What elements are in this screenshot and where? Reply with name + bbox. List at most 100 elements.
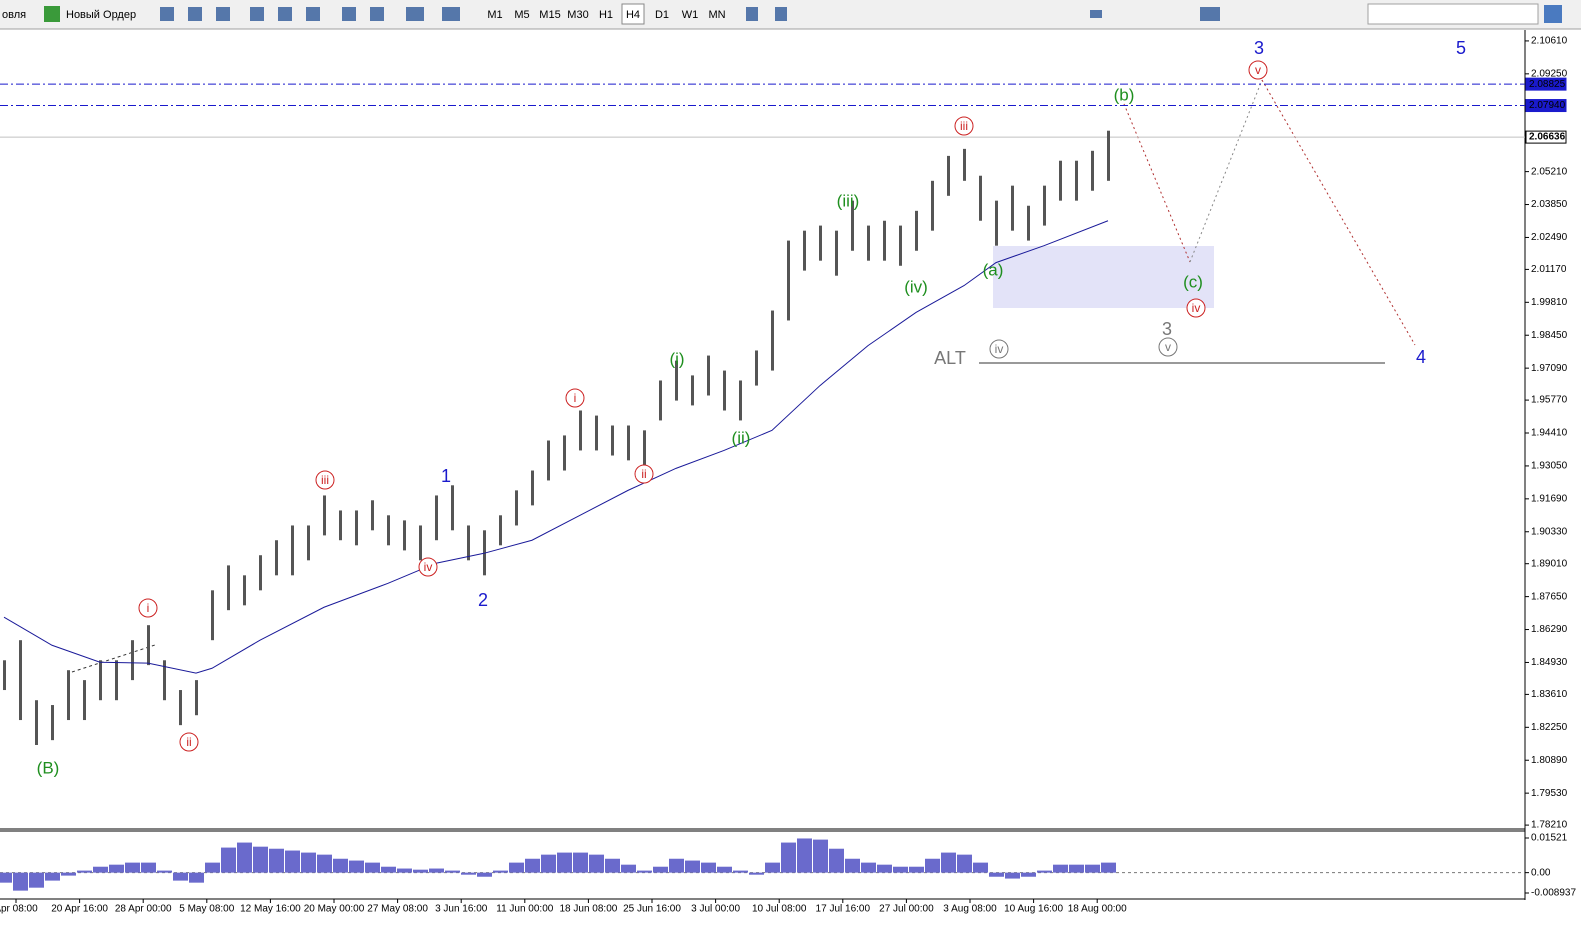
price-bar bbox=[147, 625, 150, 666]
y-tick-label: 1.82250 bbox=[1531, 722, 1568, 733]
wave-circle bbox=[418, 557, 438, 577]
search-box[interactable] bbox=[1367, 3, 1539, 25]
menu-label[interactable]: овля bbox=[2, 9, 26, 21]
histogram-bar bbox=[653, 866, 668, 873]
price-bar bbox=[355, 510, 358, 546]
histogram-bar bbox=[1037, 870, 1052, 873]
icon[interactable] bbox=[775, 7, 787, 21]
icon[interactable] bbox=[306, 7, 320, 21]
wave-label: iii bbox=[960, 119, 968, 133]
histogram-bar bbox=[317, 854, 332, 873]
wave-circle bbox=[315, 470, 335, 490]
price-bar bbox=[19, 640, 22, 721]
y-tick-label: 2.09250 bbox=[1531, 68, 1568, 79]
histogram-bar bbox=[845, 858, 860, 873]
y-tick-label: 1.94410 bbox=[1531, 428, 1568, 439]
tool-icons bbox=[160, 7, 1220, 21]
histogram-bar bbox=[589, 854, 604, 873]
wave-label: 3 bbox=[1254, 38, 1264, 58]
price-bar bbox=[291, 525, 294, 576]
timeframe-button[interactable]: H4 bbox=[626, 9, 640, 21]
wave-label: (b) bbox=[1114, 85, 1135, 104]
histogram-bar bbox=[349, 860, 364, 873]
timeframe-button[interactable]: W1 bbox=[682, 9, 699, 21]
wave-label: (iv) bbox=[904, 277, 928, 296]
histogram-bar bbox=[301, 852, 316, 873]
timeframe-button[interactable]: D1 bbox=[655, 9, 669, 21]
y-tick-label: 2.10610 bbox=[1531, 36, 1568, 47]
x-tick-label: 27 May 08:00 bbox=[367, 904, 428, 915]
histogram-bar bbox=[637, 870, 652, 873]
x-tick-label: 27 Jul 00:00 bbox=[879, 904, 934, 915]
price-bar bbox=[1091, 150, 1094, 191]
histogram-bar bbox=[477, 872, 492, 877]
icon[interactable] bbox=[746, 7, 758, 21]
timeframe-button[interactable]: M5 bbox=[514, 9, 529, 21]
icon[interactable] bbox=[342, 7, 356, 21]
price-bar bbox=[1043, 185, 1046, 226]
wave-label: iv bbox=[1192, 301, 1201, 315]
histogram-bar bbox=[989, 872, 1004, 877]
histogram-bar bbox=[333, 858, 348, 873]
price-bar bbox=[851, 200, 854, 251]
x-tick-label: 11 Jun 00:00 bbox=[496, 904, 554, 915]
indicator-tick-label: 0.01521 bbox=[1531, 833, 1568, 844]
timeframe-button[interactable]: MN bbox=[708, 9, 725, 21]
price-bar bbox=[915, 210, 918, 251]
timeframe-button[interactable]: H1 bbox=[599, 9, 613, 21]
histogram-bar bbox=[525, 858, 540, 873]
histogram-bar bbox=[509, 862, 524, 873]
new-order-icon[interactable] bbox=[44, 6, 60, 22]
wave-label: i bbox=[574, 391, 577, 405]
histogram-bar bbox=[445, 870, 460, 873]
price-bar bbox=[419, 525, 422, 561]
price-bar bbox=[787, 240, 790, 321]
icon[interactable] bbox=[442, 7, 460, 21]
level-tag bbox=[1525, 77, 1567, 91]
histogram-bar bbox=[429, 868, 444, 873]
price-bar bbox=[867, 225, 870, 261]
histogram-bar bbox=[77, 870, 92, 873]
histogram-bar bbox=[221, 847, 236, 873]
price-bar bbox=[131, 640, 134, 681]
icon[interactable] bbox=[250, 7, 264, 21]
icon[interactable] bbox=[1090, 10, 1102, 18]
price-bar bbox=[3, 660, 6, 691]
wave-label: (iii) bbox=[837, 191, 860, 210]
wave-circle bbox=[565, 388, 585, 408]
wave-label: iii bbox=[321, 473, 329, 487]
histogram-bar bbox=[669, 858, 684, 873]
target-zone bbox=[993, 246, 1214, 308]
new-order-button[interactable]: Новый Ордер bbox=[66, 9, 136, 21]
histogram-bar bbox=[765, 862, 780, 873]
icon[interactable] bbox=[278, 7, 292, 21]
price-bar bbox=[451, 485, 454, 531]
price-bar bbox=[35, 700, 38, 745]
histogram-bar bbox=[461, 872, 476, 875]
wave-label: (a) bbox=[983, 260, 1004, 279]
timeframe-button[interactable]: M1 bbox=[487, 9, 502, 21]
indicator-tick-label: 0.00 bbox=[1531, 867, 1551, 878]
price-bar bbox=[563, 435, 566, 471]
price-bar bbox=[195, 680, 198, 716]
icon[interactable] bbox=[406, 7, 424, 21]
timeframe-button[interactable]: M30 bbox=[567, 9, 588, 21]
histogram-bar bbox=[205, 862, 220, 873]
price-bar bbox=[755, 350, 758, 386]
price-bar bbox=[595, 415, 598, 451]
icon[interactable] bbox=[1200, 7, 1220, 21]
histogram-bar bbox=[941, 852, 956, 873]
x-tick-label: 20 May 00:00 bbox=[304, 904, 365, 915]
y-tick-label: 1.93050 bbox=[1531, 461, 1568, 472]
timeframe-button[interactable]: M15 bbox=[539, 9, 560, 21]
moving-average bbox=[3, 220, 1109, 674]
icon[interactable] bbox=[370, 7, 384, 21]
histogram-bar bbox=[749, 872, 764, 875]
account-icon[interactable] bbox=[1544, 5, 1562, 23]
icon[interactable] bbox=[160, 7, 174, 21]
y-tick-label: 1.84930 bbox=[1531, 657, 1568, 668]
icon[interactable] bbox=[216, 7, 230, 21]
icon[interactable] bbox=[188, 7, 202, 21]
y-tick-label: 2.01170 bbox=[1531, 264, 1567, 275]
price-bar bbox=[227, 565, 230, 611]
